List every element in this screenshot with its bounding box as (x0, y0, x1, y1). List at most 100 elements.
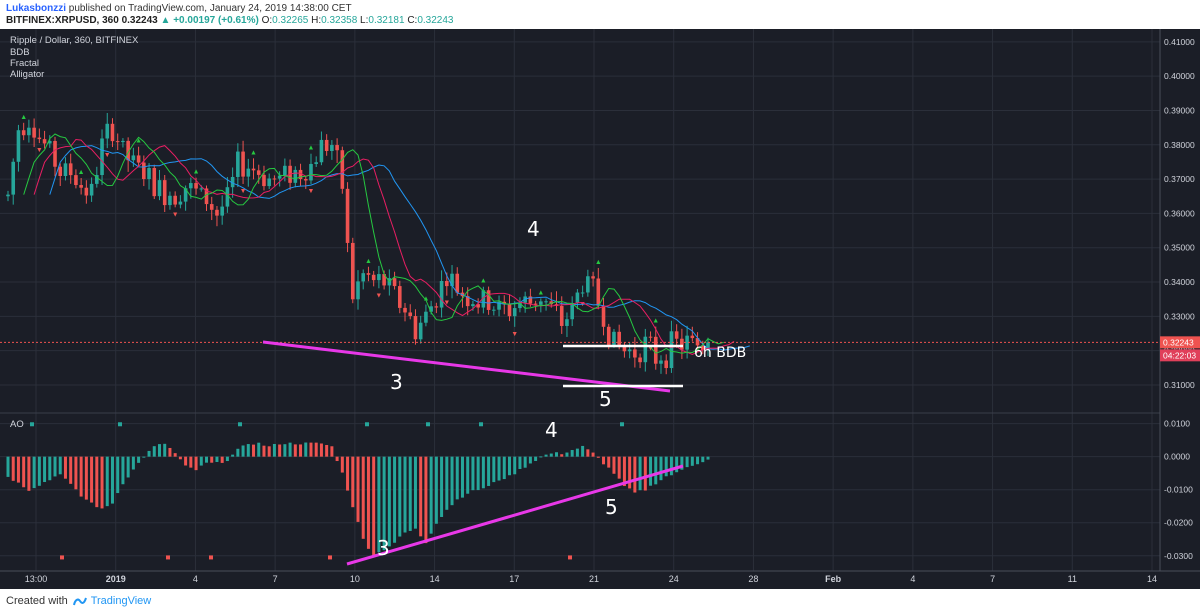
candle-body (121, 140, 125, 143)
candle-body (335, 145, 339, 151)
grid (0, 29, 1160, 571)
fractal-down-marker: ▼ (443, 300, 450, 307)
ao-fractal-dot (479, 422, 483, 427)
ao-fractal-dot (60, 555, 64, 560)
candle-body (674, 331, 679, 339)
ao-fractal-dot (238, 422, 242, 427)
ao-bar (560, 454, 564, 457)
candle-body (241, 151, 245, 177)
ao-bar (523, 456, 527, 468)
candle-body (669, 331, 674, 369)
candle-body (382, 274, 386, 286)
price-axis[interactable]: 0.41000 0.40000 0.39000 0.38000 0.37000 0.360… (1160, 37, 1200, 390)
price-trendline[interactable] (262, 340, 671, 393)
close-value: 0.32243 (417, 15, 454, 26)
ao-bar (79, 456, 83, 497)
candle-body (413, 316, 418, 340)
candle-body (183, 188, 188, 202)
ao-bar (236, 448, 240, 457)
candle-body (47, 140, 52, 144)
ao-bar (643, 456, 647, 491)
candle-body (95, 175, 99, 184)
candle-body (162, 180, 167, 206)
ao-bar (408, 456, 412, 531)
ao-bar (147, 450, 151, 457)
chart-background (0, 29, 1200, 589)
ao-bar (502, 456, 506, 480)
candle-body (502, 301, 507, 304)
candle-body (580, 292, 585, 294)
fractal-down-marker: ▼ (36, 147, 43, 154)
candle-body (497, 301, 501, 310)
candle-body (309, 163, 313, 181)
trading-chart[interactable]: ▲▼▲▼▲▼▲▼▲▲▼▲▼ ▲▼▲▼▲▼▲▼▲ 0.410000.400000.3… (0, 29, 1200, 589)
ao-tick-label: -0.0100 (1164, 485, 1193, 495)
candle-body (476, 304, 480, 308)
candle-body (350, 242, 355, 300)
candle-body (27, 127, 31, 136)
fractal-up-marker: ▲ (20, 114, 27, 121)
alligator-teeth-line[interactable] (33, 138, 735, 355)
countdown-badge (1160, 349, 1200, 362)
candle-body (429, 306, 433, 312)
ao-bar (612, 456, 616, 474)
candle-body (11, 161, 16, 195)
ao-bar (659, 456, 663, 481)
ao-pane[interactable] (6, 422, 710, 560)
candle-body (303, 179, 308, 181)
candle-body (115, 141, 120, 143)
candle-body (6, 194, 10, 197)
price-pane[interactable]: ▲▼▲▼▲▼▲▼▲▲▼▲▼ ▲▼▲▼▲▼▲▼▲ (0, 112, 1160, 375)
ao-bar (481, 456, 485, 489)
candle-body (256, 170, 261, 175)
wave-label-4: 4 (527, 217, 540, 241)
ao-bar (513, 456, 517, 475)
ao-bar (675, 456, 679, 473)
legend-indicator-bdb[interactable]: BDB (10, 47, 30, 58)
candle-body (471, 304, 475, 307)
candle-body (277, 175, 282, 179)
ao-bar (272, 443, 276, 457)
candle-body (340, 150, 345, 189)
ao-bar (330, 446, 334, 457)
ao-bar (570, 450, 574, 457)
publication-info: Lukasbonzzi published on TradingView.com… (6, 3, 352, 14)
candle-body (283, 165, 287, 176)
ao-axis[interactable]: 0.0100 0.0000 -0.0100 -0.0200 -0.0300 (1164, 419, 1193, 561)
fractal-up-marker: ▲ (652, 318, 659, 325)
alligator-lips-line[interactable] (23, 133, 724, 354)
candle-body (617, 331, 621, 346)
candle-body (157, 180, 162, 197)
time-tick-label: 7 (273, 574, 278, 584)
tradingview-brand-link[interactable]: TradingView (90, 595, 152, 607)
legend-indicator-alligator[interactable]: Alligator (10, 69, 44, 80)
ao-bar (450, 456, 454, 506)
footer: Created with TradingView (0, 589, 1200, 611)
candle-body (79, 185, 83, 188)
ao-bar (460, 456, 464, 498)
candle-body (84, 187, 89, 196)
fractal-up-marker: ▲ (537, 289, 544, 296)
legend-indicator-fractal[interactable]: Fractal (10, 58, 39, 69)
ao-bar (565, 452, 569, 457)
candle-body (664, 360, 669, 369)
candle-body (319, 139, 324, 163)
publication-header: Lukasbonzzi published on TradingView.com… (0, 0, 1200, 28)
price-axis-area[interactable] (1160, 29, 1200, 589)
ao-fractal-dot (118, 422, 122, 427)
time-axis[interactable]: 13:00 2019 4 7 10 14 17 21 24 28 Feb 4 7 11 14 (25, 574, 1157, 584)
ao-bar (685, 456, 689, 468)
time-tick-label: 28 (748, 574, 758, 584)
ao-bar (549, 453, 553, 457)
ao-bar (596, 456, 600, 458)
ao-trendline[interactable] (346, 464, 684, 566)
candle-body (366, 273, 371, 275)
ao-bar (617, 456, 621, 479)
ao-legend-label[interactable]: AO (10, 419, 24, 430)
ao-bar (487, 456, 491, 486)
ao-bar (544, 454, 548, 457)
ao-bar (116, 456, 120, 494)
author-link[interactable]: Lukasbonzzi (6, 3, 67, 14)
candle-body (225, 187, 230, 207)
ao-bar (581, 445, 585, 457)
